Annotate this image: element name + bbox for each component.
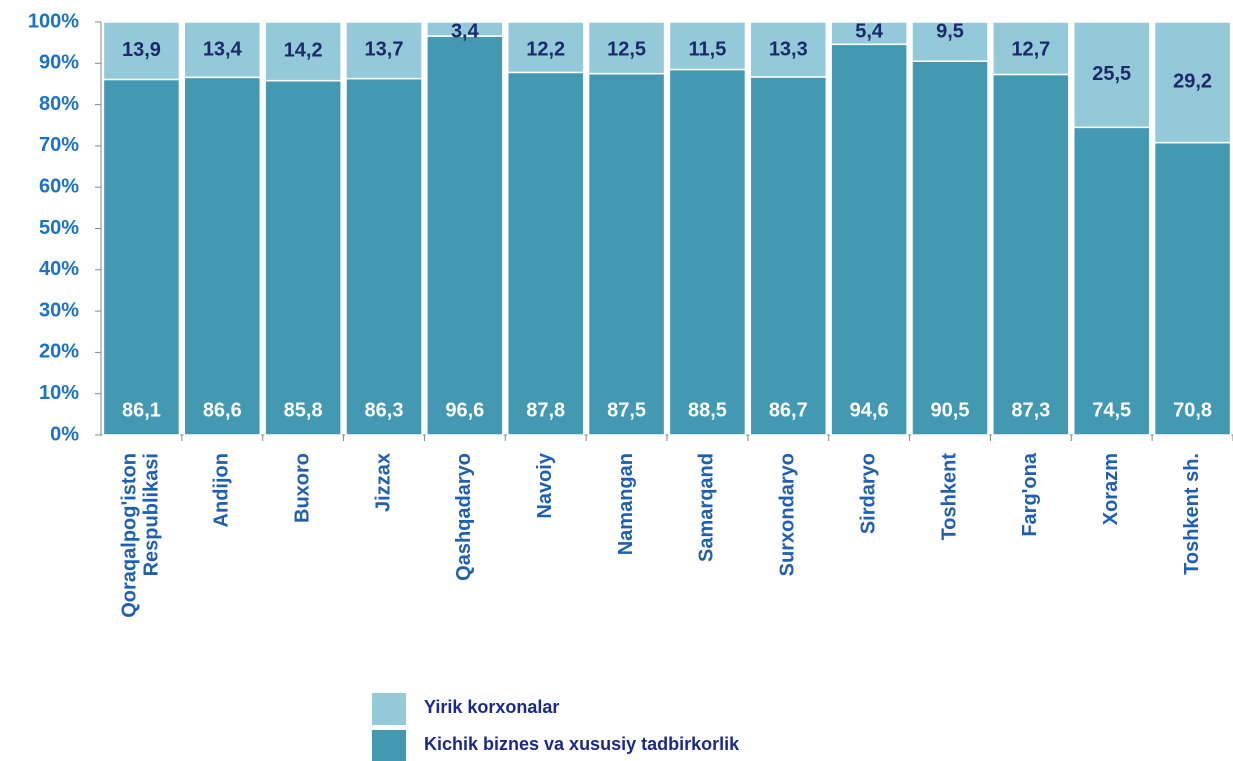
value-label: 70,8 [1173,399,1212,421]
bar-segment [102,78,181,436]
x-tick-label: Farg'ona [1019,452,1041,537]
value-label: 12,7 [1011,38,1050,60]
legend-swatch [372,730,406,761]
bar-segment [264,21,342,82]
bar-segment [992,21,1070,76]
y-tick-label: 50% [39,217,79,239]
bar-segment [345,77,423,436]
legend-label: Kichik biznes va xususiy tadbirkorlik [424,734,740,754]
value-label: 14,2 [284,40,323,62]
bar-segment [668,68,747,436]
bar-segment [1153,21,1232,144]
bar-segment [102,21,181,81]
bar-segment [1153,141,1232,436]
value-label: 5,4 [855,20,884,42]
value-label: 86,3 [365,399,404,421]
x-tick-label: Samarqand [696,453,718,562]
legend-label: Yirik korxonalar [424,697,559,717]
value-label: 94,6 [850,399,889,421]
x-tick-label: Jizzax [372,453,394,512]
value-label: 29,2 [1173,71,1212,93]
bar-segment [830,21,908,46]
y-tick-label: 30% [39,299,79,321]
value-label: 12,2 [526,38,565,60]
y-tick-label: 40% [39,258,79,280]
value-label: 13,7 [365,39,404,61]
value-label: 87,3 [1011,399,1050,421]
y-tick-label: 0% [50,423,79,445]
x-tick-label: Qashqadaryo [453,453,475,581]
bar-segment [830,43,908,436]
x-tick-label: Surxondaryo [777,453,799,576]
value-label: 88,5 [688,399,727,421]
bar-segment [506,71,585,436]
value-label: 96,6 [445,399,484,421]
bar-segment [426,21,504,37]
bar-segment [587,72,666,436]
bar-segment [506,21,585,74]
value-label: 86,1 [122,399,161,421]
x-tick-label: Andijon [211,453,233,527]
x-tick-label: Sirdaryo [857,453,879,534]
value-label: 12,5 [607,38,646,60]
value-label: 13,3 [769,38,808,60]
y-tick-label: 20% [39,341,79,363]
y-tick-label: 80% [39,93,79,115]
value-label: 3,4 [451,20,480,42]
value-label: 13,4 [203,38,243,60]
value-label: 87,5 [607,399,646,421]
value-label: 9,5 [936,20,964,42]
y-tick-label: 60% [39,175,79,197]
value-label: 11,5 [689,38,727,60]
value-label: 85,8 [284,399,323,421]
legend-swatch [372,693,406,725]
value-label: 90,5 [931,399,970,421]
bar-segment [264,79,342,436]
bar-segment [749,21,828,78]
bar-segment [345,21,423,80]
x-tick-label: Buxoro [291,453,313,523]
bar-segment [183,76,262,436]
bar-segment [183,21,262,79]
x-tick-label: Namangan [615,453,637,555]
bar-segment [587,21,666,75]
bar-segment [992,73,1070,436]
y-tick-label: 70% [39,134,79,156]
x-tick-label: Navoiy [534,452,556,518]
bar-segment [911,60,989,436]
bar-segment [668,21,747,71]
bar-segment [426,35,504,436]
bar-segment [1072,21,1151,129]
y-tick-label: 10% [39,382,79,404]
value-label: 74,5 [1092,399,1131,421]
bar-segment [749,76,828,436]
value-label: 86,6 [203,399,242,421]
value-label: 86,7 [769,399,808,421]
value-label: 13,9 [122,39,161,61]
x-tick-label: Toshkent [938,453,960,541]
x-tick-label: Toshkent sh. [1181,453,1203,575]
value-label: 25,5 [1092,63,1131,85]
bar-segment [911,21,989,62]
value-label: 87,8 [526,399,565,421]
x-tick-label: Xorazm [1100,453,1122,525]
bar-segment [1072,126,1151,436]
y-tick-label: 90% [39,52,79,74]
x-tick-label: Qoraqalpog'istonRespublikasi [119,453,163,618]
y-tick-label: 100% [28,10,79,32]
